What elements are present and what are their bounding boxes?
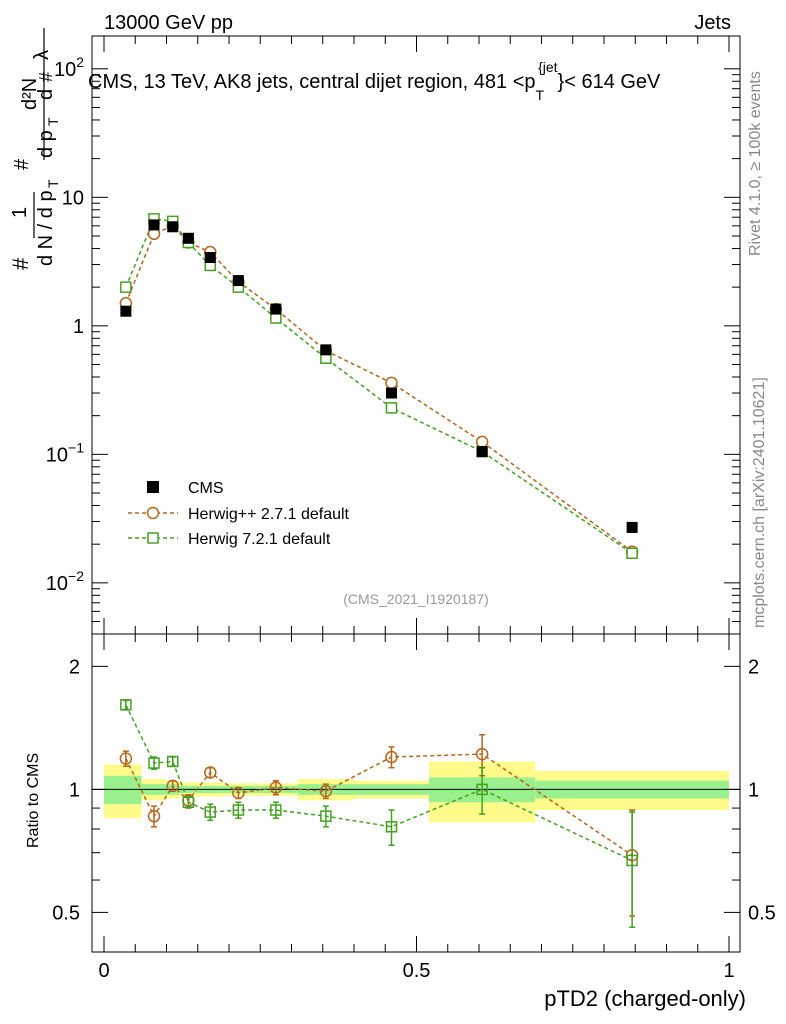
main-ytick-label-0: 10−2 <box>46 568 84 595</box>
main-point-cms-8 <box>386 387 397 399</box>
ratio-point-herwig7-1 <box>148 757 160 769</box>
ratio-point-herwigpp-6 <box>269 781 283 794</box>
ratio-point-herwigpp-0 <box>119 752 133 765</box>
main-ytick-label-4: 102 <box>54 54 84 81</box>
main-ytick-label-1: 10−1 <box>46 439 84 466</box>
ratio-point-herwigpp-5 <box>232 786 245 800</box>
main-line-herwig7 <box>125 218 633 554</box>
title-sub: T <box>536 87 545 103</box>
mcplots-label: mcplots.cern.ch [arXiv:2401.10621] <box>751 377 768 628</box>
ylabel-sub-t2: T <box>45 117 61 126</box>
main-point-herwig7-8 <box>385 402 398 414</box>
ratio-point-herwig7-4 <box>204 806 216 818</box>
main-point-cms-9 <box>476 446 488 458</box>
ratio-uncertainty-bands <box>92 761 740 823</box>
ytick-base: 10 <box>46 573 68 595</box>
main-y-axis-title: # 1 d N / d p T # d²N d p T d # λ <box>8 28 61 270</box>
legend-label-cms: CMS <box>188 480 224 497</box>
legend-label-herwigpp: Herwig++ 2.7.1 default <box>188 506 350 523</box>
analysis-id-watermark: (CMS_2021_I1920187) <box>343 591 489 607</box>
ratio-point-herwigpp-2 <box>166 779 179 793</box>
ratio-ytick-label-right-2: 2 <box>748 656 759 678</box>
xtick-label-2: 1 <box>723 960 734 982</box>
ratio-line-herwig7 <box>125 704 633 862</box>
ylabel-lambda: λ <box>31 50 53 60</box>
ytick-exponent: −1 <box>68 439 84 455</box>
xtick-label-1: 0.5 <box>403 960 431 982</box>
ratio-point-herwig7-0 <box>120 699 132 711</box>
main-line-herwigpp <box>125 224 633 553</box>
rivet-version-label: Rivet 4.1.0, ≥ 100k events <box>747 71 764 256</box>
ylabel-dlambda: d <box>35 89 57 100</box>
ratio-point-herwig7-10 <box>626 854 638 867</box>
ratio-point-herwig7-2 <box>167 755 179 768</box>
ratio-point-herwig7-6 <box>270 804 282 816</box>
main-point-cms-5 <box>232 275 244 287</box>
ylabel-hash-2: # <box>11 158 33 170</box>
title-pre: CMS, 13 TeV, AK8 jets, central dijet reg… <box>88 71 536 93</box>
main-point-herwigpp-8 <box>385 376 398 390</box>
ytick-base: 10 <box>46 444 68 466</box>
main-point-herwig7-0 <box>120 281 132 293</box>
main-point-herwigpp-9 <box>475 435 489 449</box>
title-post: }< 614 GeV <box>558 71 662 93</box>
main-point-cms-3 <box>182 232 194 244</box>
ratio-line-herwigpp <box>125 753 633 856</box>
ytick-exponent: −2 <box>68 568 84 584</box>
x-axis-title: pTD2 (charged-only) <box>544 986 746 1011</box>
main-ytick-label-2: 1 <box>73 316 84 338</box>
ratio-point-herwig7-5 <box>232 804 245 816</box>
legend-marker-herwigpp <box>146 506 160 520</box>
main-point-cms-7 <box>320 344 332 356</box>
ratio-point-herwig7-8 <box>385 821 398 833</box>
ratio-y-axis-title: Ratio to CMS <box>25 753 42 848</box>
ratio-point-herwigpp-4 <box>204 766 217 779</box>
axis-ticks <box>92 36 740 953</box>
main-ytick-label-3: 10 <box>62 187 84 209</box>
ylabel-hash-1: # <box>8 257 33 270</box>
ratio-point-herwigpp-8 <box>385 750 398 764</box>
main-point-cms-2 <box>167 221 179 233</box>
data-markers <box>119 213 639 928</box>
ratio-ytick-label-right-1: 1 <box>748 779 759 801</box>
title-sup: {jet <box>538 59 558 75</box>
header-left: 13000 GeV pp <box>104 12 233 34</box>
main-point-cms-6 <box>270 303 282 315</box>
ytick-base: 10 <box>54 59 76 81</box>
header-right: Jets <box>694 12 731 34</box>
main-point-cms-10 <box>626 521 638 533</box>
plot-title: CMS, 13 TeV, AK8 jets, central dijet reg… <box>88 59 661 103</box>
ratio-point-herwig7-7 <box>320 810 332 822</box>
ratio-point-herwigpp-9 <box>475 747 489 761</box>
ylabel-dpt: d p <box>35 130 57 158</box>
ylabel-d2n: d²N <box>19 78 41 110</box>
ylabel-dndpt: d N / d p <box>35 190 57 266</box>
legend-label-herwig7: Herwig 7.2.1 default <box>188 531 331 548</box>
ratio-ytick-label-right-0: 0.5 <box>748 902 776 924</box>
ratio-point-herwig7-9 <box>476 783 488 796</box>
legend-marker-herwig7 <box>147 532 159 544</box>
ylabel-hash-3: # <box>36 72 56 82</box>
legend: CMS Herwig++ 2.7.1 default Herwig 7.2.1 … <box>128 480 350 548</box>
ratio-point-herwigpp-1 <box>147 809 161 823</box>
main-point-cms-4 <box>204 252 216 264</box>
ratio-point-herwigpp-7 <box>319 784 333 798</box>
main-point-herwig7-10 <box>626 547 638 559</box>
band-green-bin-0 <box>104 775 142 805</box>
main-point-cms-1 <box>148 219 160 231</box>
ratio-ytick-label-left-0: 0.5 <box>52 902 80 924</box>
ylabel-sub-t1: T <box>45 179 61 188</box>
ylabel-one: 1 <box>9 207 31 218</box>
legend-marker-cms <box>147 481 159 493</box>
ratio-ytick-label-left-2: 2 <box>69 656 80 678</box>
main-point-cms-0 <box>120 305 132 317</box>
xtick-label-0: 0 <box>98 960 109 982</box>
ytick-exponent: 2 <box>76 54 84 70</box>
ratio-ytick-label-left-1: 1 <box>69 779 80 801</box>
ratio-point-herwig7-3 <box>182 796 195 809</box>
